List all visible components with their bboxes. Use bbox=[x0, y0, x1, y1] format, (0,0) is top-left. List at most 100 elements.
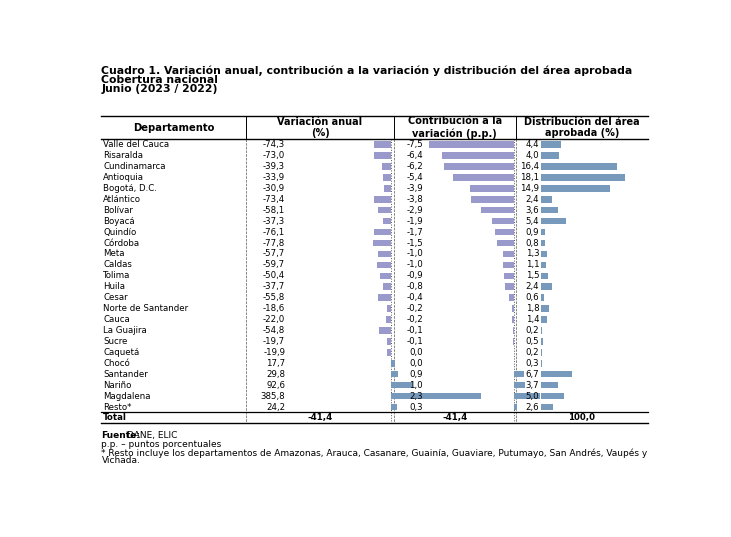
Text: 92,6: 92,6 bbox=[266, 381, 285, 390]
Text: Antioquia: Antioquia bbox=[103, 173, 144, 182]
Text: -50,4: -50,4 bbox=[263, 271, 285, 280]
Text: Norte de Santander: Norte de Santander bbox=[103, 304, 188, 313]
Text: 29,8: 29,8 bbox=[266, 369, 285, 379]
Text: -39,3: -39,3 bbox=[263, 162, 285, 171]
Text: Santander: Santander bbox=[103, 369, 148, 379]
Text: -18,6: -18,6 bbox=[263, 304, 285, 313]
Text: Departamento: Departamento bbox=[133, 122, 215, 133]
Bar bbox=[444, 163, 514, 170]
Bar bbox=[512, 316, 514, 323]
Bar bbox=[374, 153, 391, 159]
Text: -19,7: -19,7 bbox=[263, 337, 285, 346]
Bar bbox=[512, 327, 514, 334]
Text: 0,3: 0,3 bbox=[526, 359, 539, 368]
Bar bbox=[541, 306, 549, 312]
Bar bbox=[379, 327, 391, 334]
Text: -3,9: -3,9 bbox=[406, 184, 423, 193]
Text: -58,1: -58,1 bbox=[263, 206, 285, 215]
Text: Bolívar: Bolívar bbox=[103, 206, 133, 215]
Text: Chocó: Chocó bbox=[103, 359, 129, 368]
Text: -2,9: -2,9 bbox=[406, 206, 423, 215]
Text: -1,0: -1,0 bbox=[406, 250, 423, 258]
Text: 2,4: 2,4 bbox=[526, 282, 539, 291]
Bar bbox=[541, 327, 542, 334]
Text: Bogotá, D.C.: Bogotá, D.C. bbox=[103, 184, 157, 193]
Bar bbox=[378, 251, 391, 257]
Text: 0,0: 0,0 bbox=[409, 359, 423, 368]
Text: -6,4: -6,4 bbox=[406, 151, 423, 160]
Text: Córdoba: Córdoba bbox=[103, 238, 139, 248]
Bar bbox=[541, 393, 564, 400]
Text: -57,7: -57,7 bbox=[263, 250, 285, 258]
Bar bbox=[481, 207, 514, 214]
Bar bbox=[502, 251, 514, 257]
Bar bbox=[541, 218, 566, 224]
Bar bbox=[541, 360, 542, 367]
Text: 0,2: 0,2 bbox=[526, 348, 539, 357]
Text: -6,2: -6,2 bbox=[406, 162, 423, 171]
Text: * Resto incluye los departamentos de Amazonas, Arauca, Casanare, Guainía, Guavia: * Resto incluye los departamentos de Ama… bbox=[102, 448, 648, 458]
Text: -0,4: -0,4 bbox=[406, 293, 423, 302]
Text: -3,8: -3,8 bbox=[406, 195, 423, 204]
Bar bbox=[512, 338, 514, 345]
Text: -54,8: -54,8 bbox=[263, 326, 285, 335]
Text: 0,2: 0,2 bbox=[526, 326, 539, 335]
Text: 4,0: 4,0 bbox=[526, 151, 539, 160]
Text: Cesar: Cesar bbox=[103, 293, 128, 302]
Text: 0,3: 0,3 bbox=[409, 403, 423, 411]
Bar bbox=[541, 262, 546, 268]
Text: -37,7: -37,7 bbox=[263, 282, 285, 291]
Bar bbox=[541, 316, 548, 323]
Text: Sucre: Sucre bbox=[103, 337, 127, 346]
Text: 18,1: 18,1 bbox=[520, 173, 539, 182]
Text: -0,1: -0,1 bbox=[406, 326, 423, 335]
Text: Quindío: Quindío bbox=[103, 228, 136, 237]
Bar bbox=[514, 393, 539, 400]
Bar bbox=[541, 349, 542, 355]
Bar bbox=[430, 141, 514, 148]
Bar bbox=[541, 141, 561, 148]
Bar bbox=[541, 338, 543, 345]
Bar bbox=[541, 284, 552, 290]
Bar bbox=[382, 163, 391, 170]
Text: -0,2: -0,2 bbox=[406, 304, 423, 313]
Text: -0,2: -0,2 bbox=[406, 315, 423, 324]
Bar bbox=[378, 207, 391, 214]
Text: 0,9: 0,9 bbox=[409, 369, 423, 379]
Text: -37,3: -37,3 bbox=[263, 216, 285, 226]
Text: Magdalena: Magdalena bbox=[103, 391, 151, 401]
Text: Cobertura nacional: Cobertura nacional bbox=[102, 75, 219, 85]
Text: 100,0: 100,0 bbox=[569, 413, 596, 423]
Bar bbox=[541, 272, 548, 279]
Text: 17,7: 17,7 bbox=[266, 359, 285, 368]
Bar bbox=[514, 404, 517, 410]
Text: Tolima: Tolima bbox=[103, 271, 130, 280]
Bar bbox=[541, 229, 545, 235]
Text: -73,0: -73,0 bbox=[263, 151, 285, 160]
Text: -19,9: -19,9 bbox=[263, 348, 285, 357]
Text: -5,4: -5,4 bbox=[406, 173, 423, 182]
Bar bbox=[495, 229, 514, 235]
Bar bbox=[387, 338, 391, 345]
Text: Atlántico: Atlántico bbox=[103, 195, 141, 204]
Text: -76,1: -76,1 bbox=[263, 228, 285, 237]
Text: Caquetá: Caquetá bbox=[103, 348, 139, 357]
Text: 5,0: 5,0 bbox=[526, 391, 539, 401]
Text: 1,1: 1,1 bbox=[526, 260, 539, 270]
Text: 14,9: 14,9 bbox=[520, 184, 539, 193]
Bar bbox=[442, 153, 514, 159]
Text: 1,3: 1,3 bbox=[526, 250, 539, 258]
Bar bbox=[541, 163, 617, 170]
Bar bbox=[514, 371, 524, 378]
Text: 2,6: 2,6 bbox=[526, 403, 539, 411]
Bar bbox=[377, 262, 391, 268]
Text: 2,4: 2,4 bbox=[526, 195, 539, 204]
Bar bbox=[391, 382, 413, 388]
Bar bbox=[541, 185, 610, 192]
Text: 2,3: 2,3 bbox=[409, 391, 423, 401]
Bar bbox=[374, 196, 391, 202]
Text: 1,8: 1,8 bbox=[526, 304, 539, 313]
Text: 1,5: 1,5 bbox=[526, 271, 539, 280]
Text: Huila: Huila bbox=[103, 282, 125, 291]
Bar bbox=[391, 404, 397, 410]
